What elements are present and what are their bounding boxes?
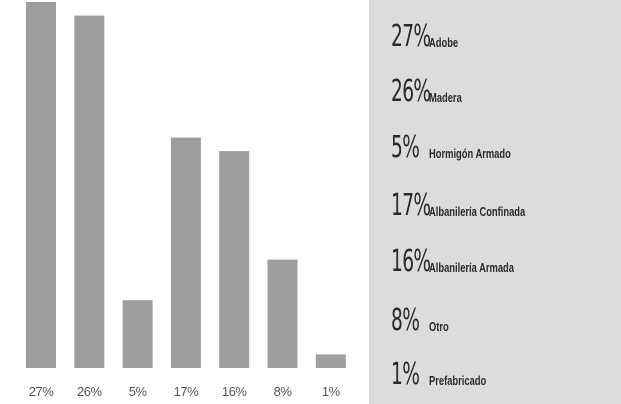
legend-label: Madera (429, 90, 462, 105)
bar-prefabricado (315, 354, 346, 368)
legend-item-madera: 26% Madera (391, 67, 475, 107)
legend-percent: 26% (391, 74, 431, 109)
x-tick-label: 27% (29, 384, 54, 399)
legend-label: Albanilería Armada (429, 260, 514, 275)
legend-label: Prefabricado (429, 373, 487, 388)
x-tick-label: 5% (129, 384, 148, 399)
legend-percent: 16% (391, 244, 431, 279)
bar-madera (74, 15, 105, 368)
legend-item-otro: 8% Otro (391, 296, 456, 336)
legend-percent: 5% (391, 130, 420, 165)
legend-percent: 17% (391, 188, 431, 223)
x-tick-label: 17% (174, 384, 199, 399)
bar-otro (267, 259, 298, 368)
bar-adobe (26, 2, 56, 368)
legend-item-adobe: 27% Adobe (391, 12, 469, 52)
legend-percent: 27% (391, 19, 431, 54)
legend-label: Adobe (429, 35, 459, 50)
legend-panel: 27% Adobe 26% Madera 5% Hormigón Armado … (369, 0, 621, 404)
legend-item-albanileria-armada: 16% Albanilería Armada (391, 237, 547, 277)
x-tick-label: 1% (322, 384, 341, 399)
legend-label: Hormigón Armado (429, 146, 511, 161)
x-tick-label: 26% (77, 384, 102, 399)
bar-albaniler-a-confinada (170, 137, 201, 368)
bar-chart: 27% 26% 5% 17% 16% 8% 1% (26, 2, 346, 399)
legend-item-prefabricado: 1% Prefabricado (391, 350, 508, 390)
x-tick-label: 16% (222, 384, 247, 399)
legend-label: Albanilería Confinada (429, 204, 526, 219)
x-tick-label: 8% (274, 384, 293, 399)
legend-percent: 8% (391, 303, 420, 338)
legend-item-hormigon-armado: 5% Hormigón Armado (391, 123, 543, 163)
legend-item-albanileria-confinada: 17% Albanilería Confinada (391, 181, 563, 221)
legend-label: Otro (429, 319, 449, 334)
legend-percent: 1% (391, 357, 420, 392)
bar-hormig-n-armado (122, 300, 153, 368)
bar-albaniler-a-armada (219, 151, 250, 368)
